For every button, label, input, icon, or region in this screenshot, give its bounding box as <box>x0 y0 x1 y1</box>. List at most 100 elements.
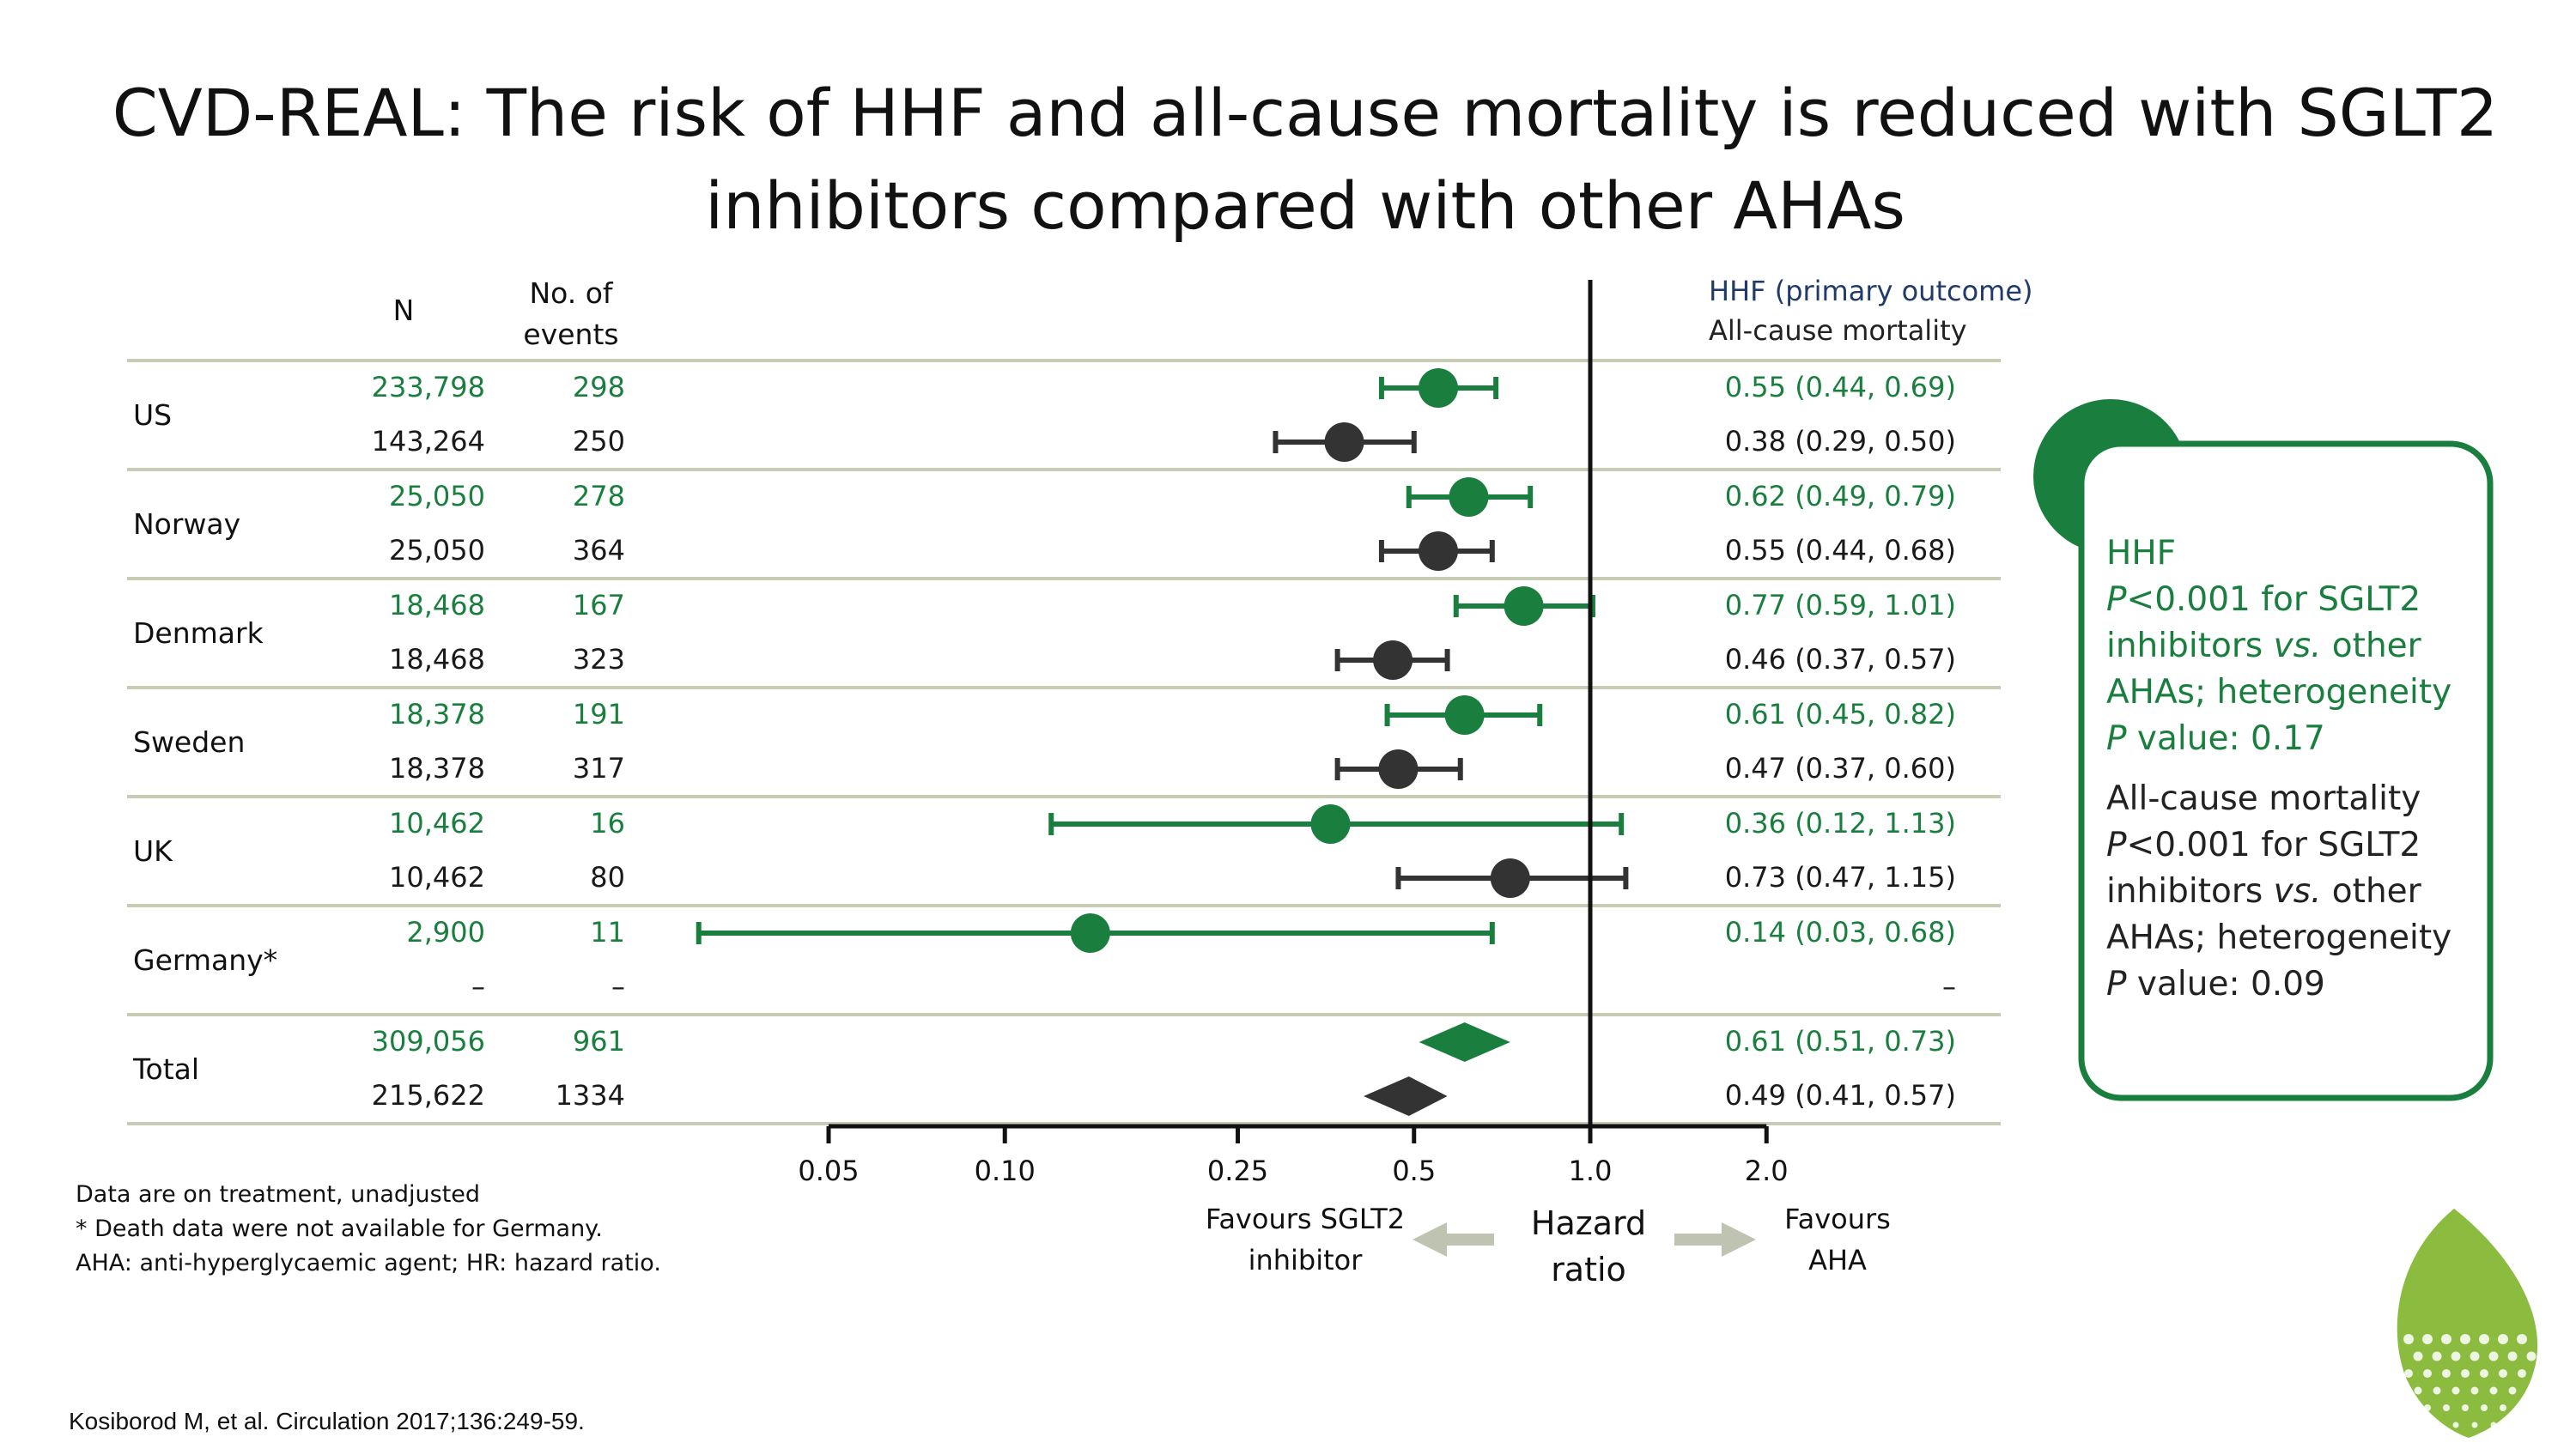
favours-aha-line2: AHA <box>1808 1244 1867 1276</box>
favours-sglt2-line2: inhibitor <box>1248 1244 1363 1276</box>
favours-aha-label: Favours AHA <box>1752 1198 1923 1281</box>
hr-hhf-denmark: 0.77 (0.59, 1.01) <box>1724 589 1956 621</box>
events-acm-us: 250 <box>572 425 625 458</box>
leaf-dot <box>2507 1351 2518 1361</box>
citation: Kosiborod M, et al. Circulation 2017;136… <box>69 1408 585 1434</box>
callout-hhf-heading: HHF <box>2106 534 2177 573</box>
callout-hhf-line3: AHAs; heterogeneity <box>2106 673 2452 712</box>
tick-label-0: 0.05 <box>798 1155 860 1187</box>
callout-acm: All-cause mortality P<0.001 for SGLT2 in… <box>2106 776 2484 1008</box>
leaf-dot <box>2471 1422 2478 1428</box>
hr-acm-norway: 0.55 (0.44, 0.68) <box>1724 534 1956 567</box>
callout-acm-line2a: inhibitors <box>2106 872 2274 911</box>
events-acm-sweden: 317 <box>572 752 625 785</box>
leaf-dot <box>2432 1351 2442 1361</box>
x-axis-label-line2: ratio <box>1551 1251 1626 1288</box>
point-hhf-germany <box>1070 913 1110 953</box>
callout-hhf-p: P <box>2106 580 2127 619</box>
n-hhf-germany: 2,900 <box>406 916 485 949</box>
n-hhf-total: 309,056 <box>371 1025 485 1058</box>
events-hhf-us: 298 <box>572 371 625 403</box>
n-acm-germany: – <box>471 970 485 1003</box>
n-acm-total: 215,622 <box>371 1079 485 1112</box>
point-hhf-sweden <box>1444 695 1485 735</box>
point-acm-denmark <box>1373 640 1413 680</box>
legend-hhf: HHF (primary outcome) <box>1709 275 2033 307</box>
callout-acm-line3: AHAs; heterogeneity <box>2106 919 2452 957</box>
callout-acm-p: P <box>2106 826 2127 864</box>
country-label-us: US <box>133 397 173 432</box>
favours-sglt2-line1: Favours SGLT2 <box>1205 1203 1406 1235</box>
point-hhf-norway <box>1449 477 1489 517</box>
tick-label-3: 0.5 <box>1392 1155 1437 1187</box>
tick-label-4: 1.0 <box>1568 1155 1613 1187</box>
leaf-dot <box>2460 1334 2470 1344</box>
events-hhf-norway: 278 <box>572 480 625 512</box>
hr-acm-us: 0.38 (0.29, 0.50) <box>1724 425 1956 458</box>
hr-hhf-uk: 0.36 (0.12, 1.13) <box>1724 807 1956 840</box>
leaf-dot <box>2451 1386 2460 1395</box>
diamond-hhf-total <box>1419 1022 1510 1062</box>
leaf-dot <box>2413 1351 2423 1361</box>
x-axis-label-line1: Hazard <box>1530 1204 1647 1242</box>
leaf-dot <box>2498 1334 2508 1344</box>
leaf-dot <box>2423 1369 2432 1378</box>
n-hhf-sweden: 18,378 <box>389 698 485 731</box>
callout-acm-line4: value: 0.09 <box>2126 965 2325 1003</box>
callout-acm-p2: P <box>2106 965 2127 1003</box>
leaf-dot <box>2443 1404 2450 1411</box>
callout-hhf-line2a: inhibitors <box>2106 627 2274 665</box>
leaf-dot <box>2470 1386 2479 1395</box>
leaf-dot <box>2517 1334 2527 1344</box>
n-hhf-norway: 25,050 <box>389 480 485 512</box>
callout-acm-line2c: other <box>2321 872 2421 911</box>
footnote-3: AHA: anti-hyperglycaemic agent; HR: haza… <box>76 1250 661 1276</box>
leaf-dot <box>2451 1351 2461 1361</box>
events-acm-denmark: 323 <box>572 643 625 676</box>
column-header-events-line1: No. of <box>529 276 613 310</box>
events-acm-norway: 364 <box>572 534 625 567</box>
hr-hhf-sweden: 0.61 (0.45, 0.82) <box>1724 698 1956 731</box>
slide-title: CVD-REAL: The risk of HHF and all-cause … <box>0 67 2576 252</box>
favours-aha-line1: Favours <box>1784 1203 1891 1235</box>
n-acm-norway: 25,050 <box>389 534 485 567</box>
hr-hhf-norway: 0.62 (0.49, 0.79) <box>1724 480 1956 512</box>
point-acm-uk <box>1490 858 1530 898</box>
callout-acm-line1: <0.001 for SGLT2 <box>2126 826 2421 864</box>
callout-hhf-line2c: other <box>2321 627 2421 665</box>
leaf-dot <box>2442 1369 2451 1378</box>
leaf-dot <box>2528 1422 2535 1428</box>
hr-acm-total: 0.49 (0.41, 0.57) <box>1724 1079 1956 1112</box>
callout-acm-heading: All-cause mortality <box>2106 779 2421 818</box>
events-hhf-total: 961 <box>572 1025 625 1058</box>
n-hhf-uk: 10,462 <box>389 807 485 840</box>
x-axis-label: Hazard ratio <box>1511 1200 1666 1293</box>
leaf-dot <box>2461 1369 2470 1378</box>
leaf-shape <box>2397 1209 2538 1438</box>
n-acm-us: 143,264 <box>371 425 485 458</box>
callout-hhf-p2: P <box>2106 719 2127 758</box>
footnote-1: Data are on treatment, unadjusted <box>76 1181 481 1208</box>
point-acm-norway <box>1418 531 1458 571</box>
point-hhf-denmark <box>1504 586 1544 626</box>
country-label-denmark: Denmark <box>133 615 264 650</box>
hr-acm-sweden: 0.47 (0.37, 0.60) <box>1724 752 1956 785</box>
n-acm-denmark: 18,468 <box>389 643 485 676</box>
leaf-dot <box>2433 1422 2440 1428</box>
leaf-dot <box>2404 1369 2413 1378</box>
hr-acm-germany: – <box>1942 970 1956 1003</box>
leaf-dot <box>2518 1404 2525 1411</box>
tick-label-5: 2.0 <box>1744 1155 1789 1187</box>
leaf-dot <box>2433 1386 2441 1395</box>
leaf-dot <box>2441 1334 2451 1344</box>
leaf-dot <box>2415 1422 2421 1428</box>
n-acm-uk: 10,462 <box>389 861 485 894</box>
n-hhf-us: 233,798 <box>371 371 485 403</box>
footnotes: Data are on treatment, unadjusted * Deat… <box>76 1178 661 1281</box>
callout-hhf: HHF P<0.001 for SGLT2 inhibitors vs. oth… <box>2106 530 2484 762</box>
leaf-dot <box>2490 1422 2497 1428</box>
leaf-dot <box>2403 1334 2414 1344</box>
leaf-dot <box>2452 1422 2459 1428</box>
point-acm-us <box>1324 422 1364 462</box>
